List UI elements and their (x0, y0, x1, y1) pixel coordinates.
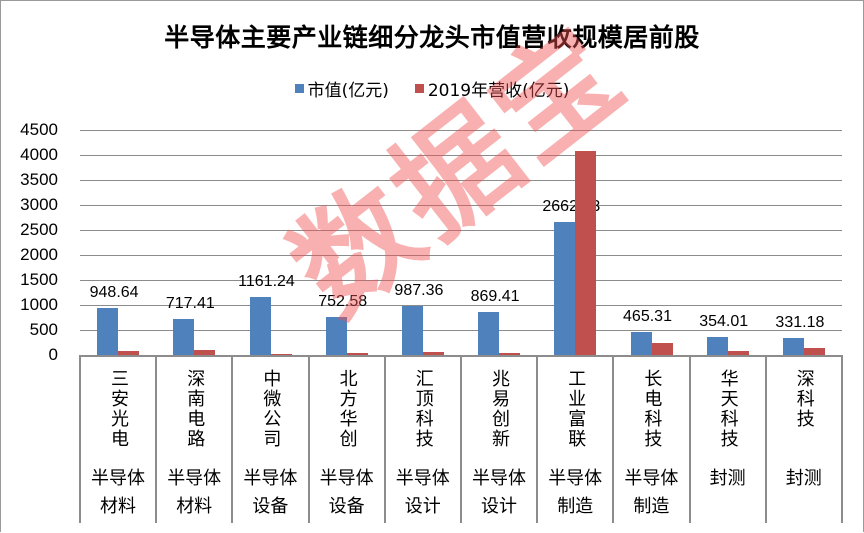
bar-revenue (803, 348, 825, 355)
gridline (80, 155, 842, 156)
data-label: 987.36 (394, 281, 444, 299)
bar-market-cap (630, 331, 652, 355)
category-group-label: 半导体 设备 (243, 468, 298, 517)
legend-item-revenue: 2019年营收(亿元) (414, 76, 570, 101)
category-divider (307, 355, 310, 523)
bar-market-cap (401, 305, 423, 355)
category-group-label: 封测 (785, 468, 822, 489)
category-group-label: 半导体 设备 (319, 468, 374, 517)
data-label: 1161.24 (238, 272, 295, 290)
bar-market-cap (249, 296, 271, 355)
data-label: 354.01 (699, 313, 749, 331)
bar-market-cap (325, 317, 347, 355)
bar-revenue (575, 150, 597, 355)
bar-revenue (118, 351, 140, 355)
category-group-label: 半导体 设计 (395, 468, 450, 517)
category-label: 工业富联 (565, 369, 587, 449)
category-label: 中微公司 (260, 369, 282, 449)
category-label: 华天科技 (717, 369, 739, 449)
bar-market-cap (97, 307, 119, 355)
category-divider (536, 355, 539, 523)
legend-label: 市值(亿元) (307, 81, 389, 101)
y-tick-label: 2500 (20, 220, 58, 239)
bar-revenue (727, 350, 749, 355)
bar-revenue (651, 343, 673, 355)
data-label: 717.41 (165, 295, 215, 313)
category-group-label: 半导体 材料 (167, 468, 222, 517)
legend-swatch-blue-icon (294, 84, 304, 93)
data-label: 948.64 (89, 283, 139, 301)
category-divider (155, 355, 158, 523)
category-axis: 三安光电半导体 材料 深南电路半导体 材料 中微公司半导体 设备 北方华创半导体 设备 汇顶科技… (79, 355, 843, 525)
y-tick-label: 0 (48, 345, 58, 364)
category-label: 汇顶科技 (412, 369, 434, 449)
y-tick-label: 1000 (20, 295, 58, 314)
category-divider (841, 355, 843, 523)
y-tick-label: 4500 (20, 120, 58, 139)
category-divider (79, 355, 81, 523)
y-tick-label: 2000 (20, 245, 58, 264)
y-tick-label: 4000 (20, 145, 58, 164)
gridline (80, 330, 842, 331)
category-group-label: 半导体 设计 (472, 468, 526, 517)
chart-title: 半导体主要产业链细分龙头市值营收规模居前股 (164, 23, 700, 52)
bar-market-cap (706, 337, 728, 355)
bar-revenue (194, 349, 216, 355)
gridline (80, 255, 842, 256)
bar-market-cap (478, 311, 500, 355)
bar-market-cap (173, 319, 195, 355)
category-group-label: 半导体 制造 (624, 468, 679, 517)
category-group-label: 封测 (709, 468, 746, 489)
category-label: 北方华创 (336, 369, 358, 449)
bar-revenue (499, 353, 521, 355)
category-label: 兆易创新 (489, 369, 510, 449)
data-label: 331.18 (775, 314, 825, 332)
bar-market-cap (782, 338, 804, 355)
category-label: 深科技 (793, 369, 815, 429)
legend-swatch-red-icon (414, 84, 424, 93)
y-tick-label: 500 (29, 320, 58, 339)
data-label: 869.41 (470, 287, 520, 305)
y-tick-label: 3000 (20, 195, 58, 214)
category-divider (231, 355, 234, 523)
gridline (80, 205, 842, 206)
gridline (80, 180, 842, 181)
data-label: 752.58 (318, 293, 368, 311)
category-divider (460, 355, 462, 523)
category-group-label: 半导体 材料 (91, 468, 145, 517)
legend-item-market-cap: 市值(亿元) (294, 76, 389, 101)
bar-revenue (270, 354, 292, 355)
category-label: 深南电路 (184, 369, 206, 449)
bar-revenue (422, 351, 444, 355)
bar-revenue (346, 353, 368, 355)
category-divider (612, 355, 615, 523)
category-divider (383, 355, 386, 523)
plot-area: 948.64 717.41 1161.24 752.58 987.36 869.41 266… (80, 130, 842, 356)
gridline (80, 130, 842, 131)
gridline (80, 230, 842, 231)
gridline (80, 305, 842, 306)
category-divider (764, 355, 767, 523)
gridline (80, 280, 842, 281)
y-tick-label: 1500 (20, 270, 58, 289)
data-label: 465.31 (623, 307, 672, 325)
legend-label: 2019年营收(亿元) (427, 81, 570, 101)
category-label: 三安光电 (108, 369, 129, 449)
y-tick-label: 3500 (20, 170, 58, 189)
category-divider (688, 355, 691, 523)
bar-market-cap (554, 221, 576, 355)
category-group-label: 半导体 制造 (548, 468, 603, 517)
chart-legend: 市值(亿元) 2019年营收(亿元) (0, 76, 864, 101)
category-label: 长电科技 (641, 369, 663, 449)
